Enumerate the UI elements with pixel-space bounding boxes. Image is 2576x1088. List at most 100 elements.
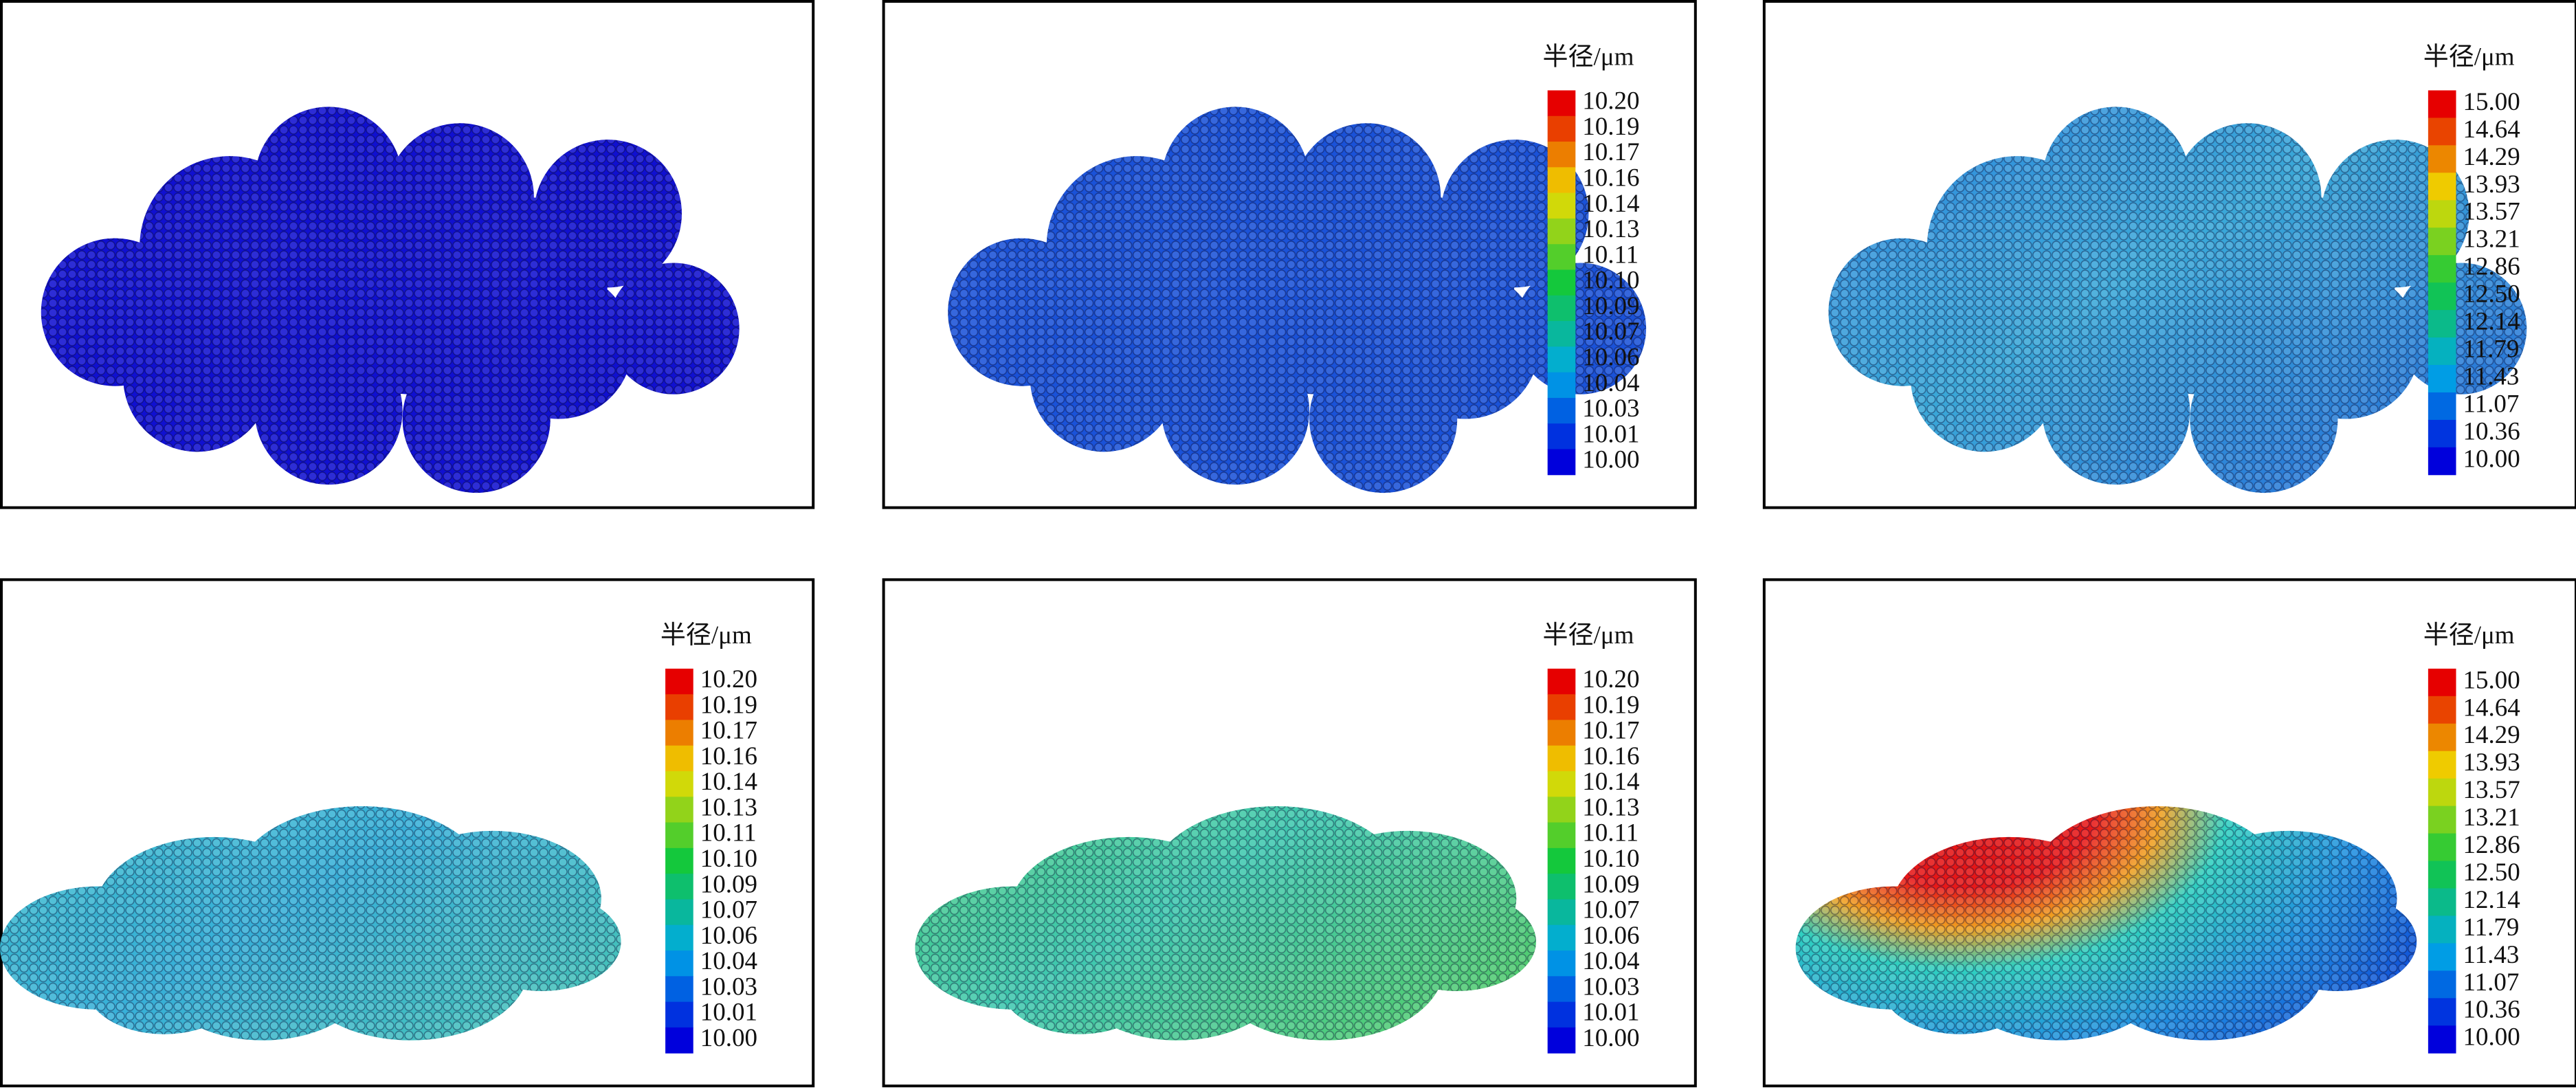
colorbar-segment [665,1001,693,1028]
colorbar-title: 半径/μm [2423,621,2515,650]
colorbar-segment [1547,745,1576,772]
colorbar-label: 10.01 [1582,999,1639,1027]
colorbar-label: 10.14 [1582,768,1639,796]
colorbar-label: 10.10 [1582,845,1639,873]
colorbar-segment [2428,696,2456,724]
colorbar-label: 13.57 [2463,198,2520,226]
colorbar-segment [2428,778,2456,807]
colorbar-label: 11.43 [2463,941,2520,969]
colorbar-label: 10.04 [1582,947,1639,975]
colorbar-segment [2428,1025,2456,1054]
colorbar-label: 13.21 [2463,225,2520,254]
colorbar-segment [665,668,693,695]
colorbar-label: 10.19 [1582,113,1639,141]
colorbar-segment [1547,951,1576,977]
colorbar-label: 10.04 [700,947,757,975]
colorbar-segment [2428,861,2456,889]
colorbar-segment [1547,90,1576,117]
colorbar-label: 10.01 [700,999,757,1027]
colorbar-title: 半径/μm [1542,621,1634,650]
colorbar-label: 10.07 [1582,318,1639,346]
colorbar-segment [2428,118,2456,146]
colorbar-label: 10.20 [700,665,757,693]
colorbar-segment [1547,449,1576,476]
colorbar-segment [1547,269,1576,296]
panel: 半径/μm 10.2010.1910.1710.1610.1410.1310.11… [0,578,815,1087]
colorbar-segment [1547,1027,1576,1054]
colorbar-segment [2428,310,2456,338]
colorbar-segment [2428,392,2456,421]
colorbar-segment [2428,915,2456,944]
colorbar-label: 10.19 [1582,691,1639,719]
colorbar-segment [2428,833,2456,862]
colorbar-label: 10.07 [700,896,757,924]
colorbar-segment [2428,145,2456,173]
colorbar-segment [2428,200,2456,228]
colorbar-segment [1547,423,1576,450]
colorbar-segment [665,694,693,720]
colorbar-label: 10.03 [1582,973,1639,1001]
colorbar-segment [2428,227,2456,256]
colorbar-segment [1547,167,1576,194]
colorbar-label: 10.07 [1582,896,1639,924]
colorbar-segment [1547,874,1576,900]
colorbar-label: 10.00 [2463,445,2520,473]
colorbar-segment [2428,364,2456,393]
colorbar-segment [1547,115,1576,142]
colorbar-segment [2428,337,2456,366]
colorbar-label: 11.07 [2463,390,2520,418]
colorbar-label: 10.04 [1582,369,1639,397]
colorbar-segment [2428,419,2456,448]
colorbar-label: 10.09 [1582,870,1639,898]
colorbar-segment [2428,668,2456,697]
colorbar-segment [665,951,693,977]
colorbar-label: 10.13 [700,793,757,821]
colorbar-label: 10.16 [1582,742,1639,770]
colorbar-label: 10.14 [700,768,757,796]
panel: 半径/μm 15.0014.6414.2913.9313.5713.2112.86… [1762,0,2576,509]
colorbar-segment [1547,1001,1576,1028]
colorbar-label: 10.00 [1582,1024,1639,1052]
panel: 半径/μm 15.0014.6414.2913.9313.5713.2112.86… [1762,578,2576,1087]
colorbar-label: 10.06 [1582,922,1639,950]
colorbar-label: 10.09 [700,870,757,898]
colorbar-label: 10.16 [700,742,757,770]
colorbar-segment [665,822,693,849]
colorbar-label: 10.17 [1582,138,1639,166]
colorbar-label: 14.29 [2463,721,2520,749]
colorbar-label: 11.79 [2463,335,2520,363]
colorbar-label: 12.86 [2463,253,2520,281]
colorbar-label: 12.86 [2463,831,2520,859]
colorbar-segment [2428,447,2456,476]
colorbar-segment [1547,397,1576,424]
colorbar-segment [665,899,693,926]
colorbar-segment [1547,321,1576,347]
colorbar-label: 10.17 [1582,717,1639,745]
colorbar-label: 15.00 [2463,88,2520,116]
colorbar-segment [665,745,693,772]
colorbar-title: 半径/μm [2423,43,2515,71]
colorbar-label: 14.29 [2463,143,2520,171]
colorbar-label: 10.10 [700,845,757,873]
colorbar-segment [2428,282,2456,311]
colorbar-label: 10.11 [700,819,757,847]
colorbar-label: 10.14 [1582,190,1639,218]
colorbar-segment [1547,899,1576,926]
panel: 半径/μm 10.2010.1910.1710.1610.1410.1310.11… [882,0,1697,509]
colorbar-label: 12.14 [2463,308,2520,336]
colorbar-segment [2428,998,2456,1026]
colorbar-segment [1547,847,1576,874]
colorbar-label: 10.06 [1582,343,1639,371]
colorbar-label: 13.21 [2463,803,2520,832]
panel: 半径/μm 10.2010.1910.1710.1610.1410.1310.11… [882,578,1697,1087]
colorbar-segment [665,976,693,1003]
colorbar-title: 半径/μm [1542,43,1634,71]
colorbar-label: 10.17 [700,717,757,745]
colorbar-label: 10.36 [2463,417,2520,445]
colorbar-label: 10.00 [700,1024,757,1052]
colorbar-label: 10.09 [1582,292,1639,320]
colorbar-segment [1547,771,1576,797]
colorbar-label: 11.43 [2463,362,2520,390]
colorbar-segment [1547,372,1576,399]
